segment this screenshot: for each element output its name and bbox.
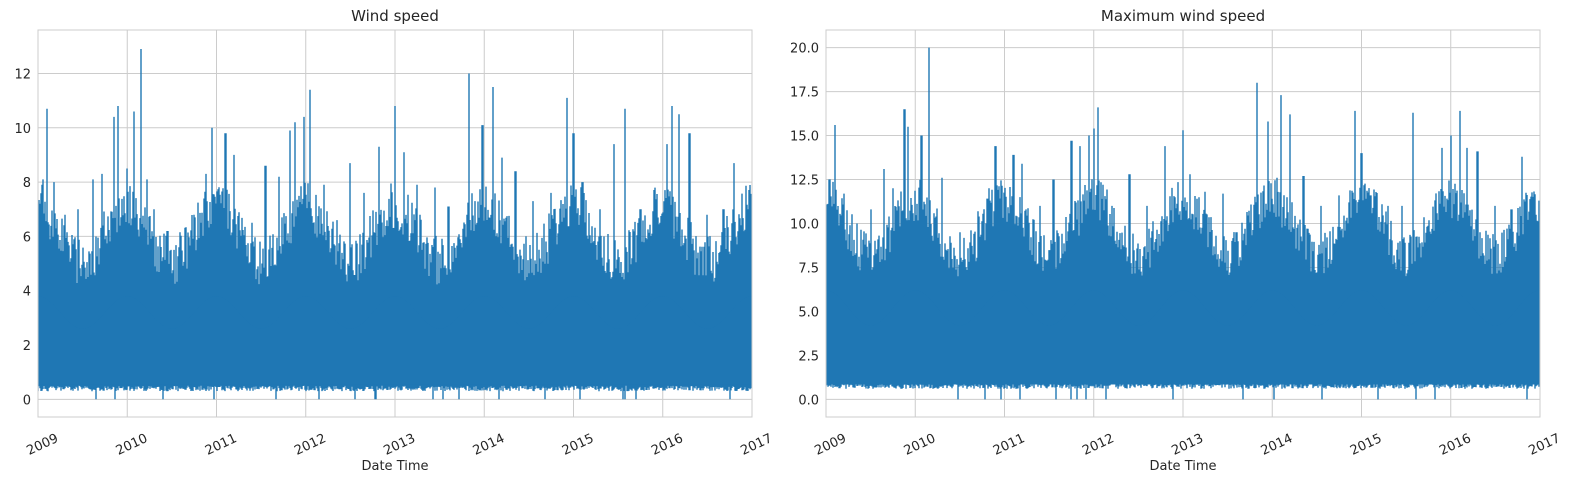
y-tick-label: 2.5 xyxy=(798,349,819,364)
x-tick-label: 2013 xyxy=(381,431,417,459)
x-tick-label: 2011 xyxy=(203,431,239,459)
x-tick-label: 2012 xyxy=(292,431,328,459)
x-axis-label: Date Time xyxy=(361,459,428,474)
y-tick-label: 12 xyxy=(14,67,31,82)
y-tick-label: 5.0 xyxy=(798,305,819,320)
chart-panel-1: 2009 2010 2011 2012 2013 2014 2015 2016 2017 0 2 4 6… xyxy=(14,7,774,474)
x-tick-label: 2016 xyxy=(649,431,685,459)
y-tick-label: 6 xyxy=(23,230,31,245)
series-body xyxy=(38,296,752,385)
y-tick-label: 0.0 xyxy=(798,393,819,408)
x-tick-label: 2009 xyxy=(812,431,848,459)
plot-frame xyxy=(825,29,1541,418)
x-tick-label: 2009 xyxy=(24,431,60,459)
y-tick-label: 15.0 xyxy=(790,130,819,145)
x-tick-label: 2017 xyxy=(1526,431,1562,459)
y-tick-label: 10.0 xyxy=(790,218,819,233)
y-tick-label: 10 xyxy=(14,122,31,137)
x-tick-label: 2016 xyxy=(1437,431,1473,459)
chart-panel-2: 2009 2010 2011 2012 2013 2014 2015 2016 2017 0.0 2… xyxy=(790,7,1563,474)
x-tick-label: 2015 xyxy=(1348,431,1384,459)
y-tick-label: 20.0 xyxy=(790,42,819,57)
x-tick-label: 2017 xyxy=(738,431,774,459)
x-tick-label: 2010 xyxy=(902,431,938,459)
x-axis-label: Date Time xyxy=(1149,459,1216,474)
y-tick-label: 0 xyxy=(23,393,31,408)
y-tick-label: 12.5 xyxy=(790,174,819,189)
y-tick-label: 4 xyxy=(23,285,31,300)
x-tick-label: 2014 xyxy=(1259,431,1295,459)
y-tick-label: 2 xyxy=(23,339,31,354)
y-tick-label: 7.5 xyxy=(798,261,819,276)
y-tick-label: 8 xyxy=(23,176,31,191)
x-tick-label: 2013 xyxy=(1169,431,1205,459)
plot-frame xyxy=(37,29,753,418)
x-tick-label: 2010 xyxy=(114,431,150,459)
x-tick-label: 2015 xyxy=(560,431,596,459)
x-tick-label: 2011 xyxy=(991,431,1027,459)
series-body xyxy=(826,290,1540,385)
x-tick-label: 2012 xyxy=(1080,431,1116,459)
x-tick-label: 2014 xyxy=(471,431,507,459)
chart-title: Maximum wind speed xyxy=(1101,7,1265,25)
chart-title: Wind speed xyxy=(351,7,439,25)
y-tick-label: 17.5 xyxy=(790,86,819,101)
